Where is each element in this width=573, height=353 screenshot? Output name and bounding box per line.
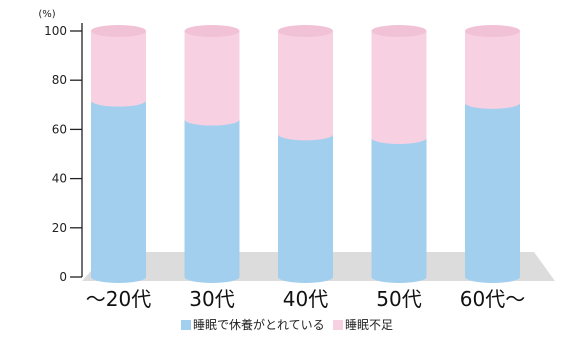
bar-segment-insufficient xyxy=(371,31,427,145)
x-tick-label: 30代 xyxy=(189,287,234,311)
legend-item-1: 睡眠で休養がとれている xyxy=(181,317,325,332)
bar-top-cap xyxy=(465,25,520,37)
bar-top-cap xyxy=(371,25,427,37)
x-tick-label: 50代 xyxy=(376,287,421,311)
y-axis-unit: (%) xyxy=(38,9,55,20)
bar-5 xyxy=(465,25,520,283)
y-axis-ticks: 0 20 40 60 80 100 xyxy=(44,24,82,284)
legend-label: 睡眠不足 xyxy=(345,318,393,332)
bar-segment-rested xyxy=(91,100,146,283)
bar-segment-rested xyxy=(184,119,240,283)
legend-item-2: 睡眠不足 xyxy=(333,318,393,332)
bar-segment-rested xyxy=(465,102,520,283)
y-tick-label: 60 xyxy=(52,122,67,136)
x-tick-label: 40代 xyxy=(283,287,328,311)
bar-segment-insufficient xyxy=(465,31,520,109)
bar-segment-insufficient xyxy=(91,31,146,107)
bar-segment-rested xyxy=(278,134,333,283)
y-tick-label: 100 xyxy=(44,24,67,38)
y-tick-label: 0 xyxy=(59,270,67,284)
bar-top-cap xyxy=(184,25,240,37)
bar-2 xyxy=(184,25,240,283)
bar-segment-insufficient xyxy=(278,31,333,141)
x-tick-label: 60代～ xyxy=(460,287,525,311)
legend-swatch xyxy=(333,320,343,330)
bar-segment-rested xyxy=(371,138,427,283)
legend: 睡眠で休養がとれている 睡眠不足 xyxy=(181,317,393,332)
bar-3 xyxy=(278,25,333,283)
y-tick-label: 20 xyxy=(52,221,67,235)
x-tick-label: ～20代 xyxy=(86,287,151,311)
y-tick-label: 40 xyxy=(52,172,67,186)
bar-segment-insufficient xyxy=(184,31,240,126)
bar-top-cap xyxy=(91,25,146,37)
bar-4 xyxy=(371,25,427,283)
bars xyxy=(91,25,520,283)
y-tick-label: 80 xyxy=(52,73,67,87)
bar-top-cap xyxy=(278,25,333,37)
legend-label: 睡眠で休養がとれている xyxy=(193,317,325,332)
legend-swatch xyxy=(181,320,191,330)
bar-1 xyxy=(91,25,146,283)
x-axis-labels: ～20代 30代 40代 50代 60代～ xyxy=(86,287,525,311)
